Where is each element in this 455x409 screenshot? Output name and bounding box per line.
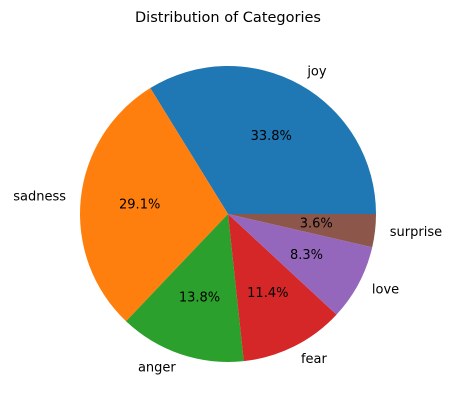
pie-slice-fear <box>228 214 337 362</box>
pie-slice-surprise <box>228 214 376 248</box>
pie-slices <box>80 65 376 362</box>
percent-label-anger: 13.8% <box>179 291 220 306</box>
category-label-anger: anger <box>138 361 176 376</box>
pie-slice-anger <box>126 214 244 362</box>
category-label-fear: fear <box>301 352 328 367</box>
percent-label-surprise: 3.6% <box>300 217 333 232</box>
percent-label-sadness: 29.1% <box>119 197 160 212</box>
category-label-sadness: sadness <box>13 190 66 205</box>
pie-slice-joy <box>150 65 376 214</box>
percent-label-love: 8.3% <box>290 248 323 263</box>
pie-labels: joy 33.8% sadness 29.1% anger 13.8% fear 11.4% l… <box>13 64 442 375</box>
percent-label-joy: 33.8% <box>251 129 292 144</box>
category-label-joy: joy <box>306 64 327 79</box>
pie-slice-love <box>228 214 373 315</box>
percent-label-fear: 11.4% <box>247 286 288 301</box>
chart-title: Distribution of Categories <box>135 10 321 26</box>
category-label-surprise: surprise <box>390 225 442 240</box>
category-label-love: love <box>372 283 399 298</box>
pie-slice-sadness <box>80 88 228 322</box>
